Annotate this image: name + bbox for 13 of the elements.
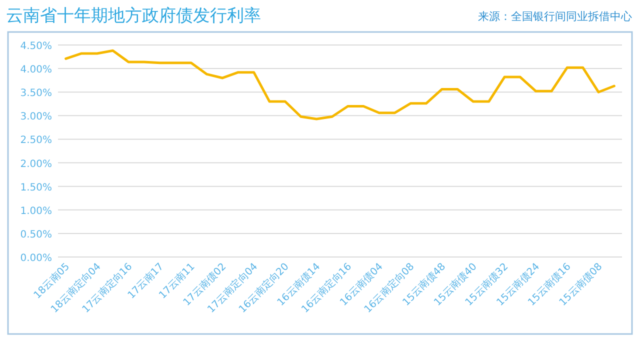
y-tick-label: 0.50% xyxy=(20,229,52,240)
source-note: 来源：全国银行间同业拆借中心 xyxy=(478,10,632,23)
y-tick-label: 4.00% xyxy=(20,64,52,76)
y-tick-label: 1.50% xyxy=(20,182,52,194)
y-tick-label: 4.50% xyxy=(20,41,52,52)
y-tick-label: 3.00% xyxy=(20,112,52,123)
y-tick-label: 2.50% xyxy=(20,135,52,146)
y-tick-label: 0.00% xyxy=(20,253,52,264)
y-tick-label: 1.00% xyxy=(20,206,52,217)
y-tick-label: 3.50% xyxy=(20,88,52,100)
chart-title: 云南省十年期地方政府债发行利率 xyxy=(6,6,261,26)
y-tick-label: 2.00% xyxy=(20,158,52,170)
line-series xyxy=(64,49,616,120)
